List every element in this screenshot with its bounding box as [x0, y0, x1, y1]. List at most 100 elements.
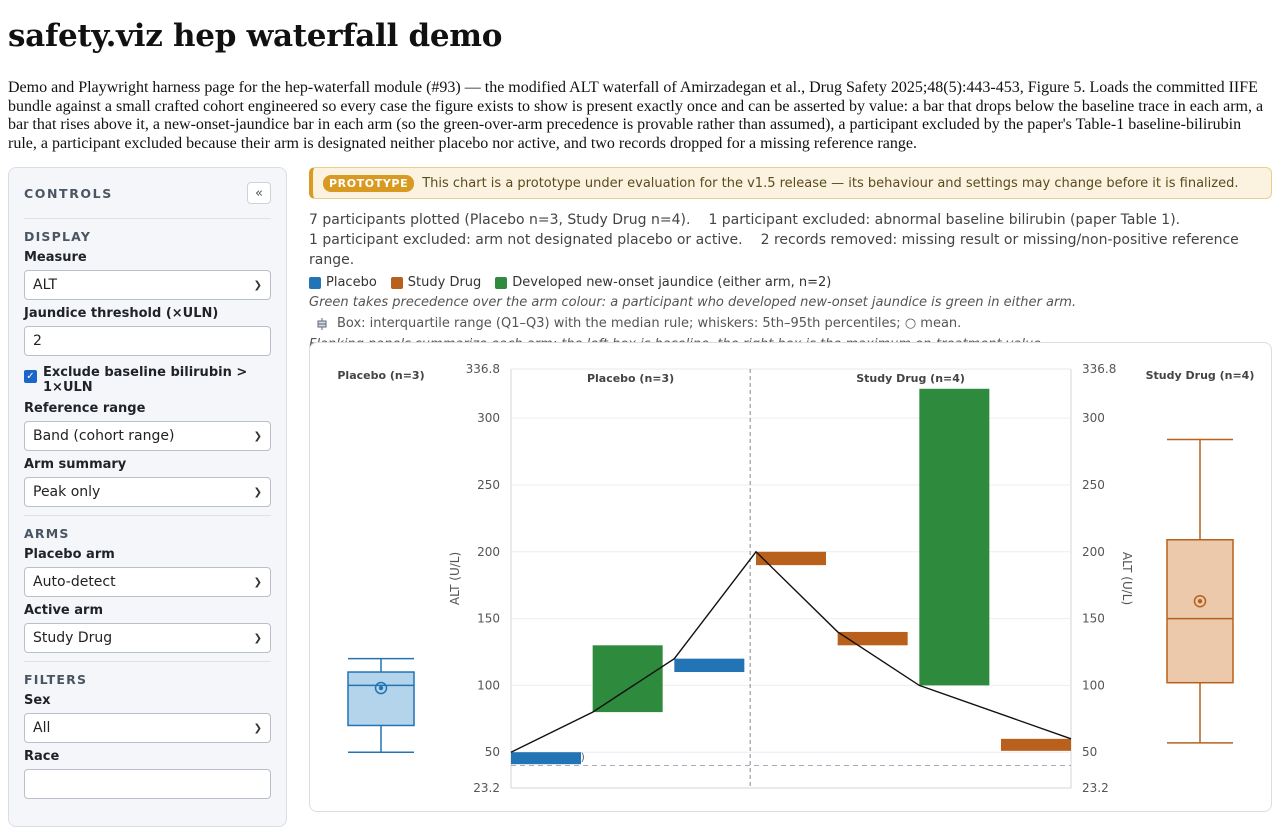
- arms-section: ARMS Placebo arm Auto-detect ❯ Active arm…: [24, 516, 271, 662]
- chevron-down-icon: ❯: [253, 722, 262, 734]
- threshold-value: 2: [33, 333, 42, 349]
- sex-value: All: [33, 720, 51, 736]
- y-axis-label-left: ALT (U/L): [448, 552, 462, 605]
- waterfall-chart: 50 50 100 100 150 150 200 200 250 250 300 300 336.8 3…: [337, 362, 1255, 795]
- chevron-down-icon: ❯: [253, 632, 262, 644]
- y-max-label-left: 336.8: [466, 362, 500, 376]
- page-intro: Demo and Playwright harness page for the…: [8, 79, 1264, 152]
- y-tick-label-left: 200: [477, 545, 500, 559]
- summary-excluded-bilirubin: 1 participant excluded: abnormal baselin…: [708, 212, 1181, 228]
- arm-header-placebo: Placebo (n=3): [587, 372, 674, 385]
- race-label: Race: [24, 749, 60, 764]
- placebo-arm-value: Auto-detect: [33, 574, 116, 590]
- exclude-bilirubin-row[interactable]: ✓ Exclude baseline bilirubin > 1×ULN: [24, 365, 271, 395]
- waterfall-bar: [592, 645, 663, 713]
- armsummary-label: Arm summary: [24, 457, 127, 472]
- legend-drug-label: Study Drug: [407, 275, 482, 290]
- y-tick-label-right: 100: [1082, 678, 1105, 692]
- chevron-down-icon: ❯: [253, 576, 262, 588]
- y-tick-label-right: 250: [1082, 478, 1105, 492]
- jaundice-swatch: [495, 276, 508, 289]
- placebo-swatch: [309, 276, 321, 289]
- active-arm-select[interactable]: Study Drug ❯: [24, 623, 271, 653]
- waterfall-bar: [756, 551, 826, 566]
- y-tick-label-left: 150: [477, 612, 500, 626]
- left-box-placebo-title: Placebo (n=3): [337, 369, 424, 382]
- y-axis-label-right: ALT (U/L): [1120, 552, 1134, 605]
- left-box-placebo-mean-dot: [378, 685, 384, 691]
- prototype-badge: PROTOTYPE: [323, 174, 415, 192]
- y-tick-label-right: 150: [1082, 612, 1105, 626]
- y-tick-label-left: 100: [477, 678, 500, 692]
- summary-excluded-arm: 1 participant excluded: arm not designat…: [309, 232, 743, 248]
- legend-item-jaundice: Developed new-onset jaundice (either arm…: [495, 275, 831, 290]
- drug-swatch: [390, 276, 403, 289]
- arms-section-title: ARMS: [24, 526, 70, 541]
- race-select[interactable]: [24, 769, 271, 799]
- y-tick-label-left: 250: [477, 478, 500, 492]
- active-arm-label: Active arm: [24, 603, 103, 618]
- measure-label: Measure: [24, 250, 87, 265]
- page-title: safety.viz hep waterfall demo: [8, 18, 503, 54]
- right-box-drug-mean-dot: [1197, 599, 1203, 604]
- waterfall-bar: [837, 631, 908, 646]
- right-box-drug-iqr-box: [1166, 539, 1234, 684]
- prototype-text: This chart is a prototype under evaluati…: [422, 175, 1239, 191]
- legend-item-drug: Study Drug: [390, 275, 482, 290]
- placebo-arm-select[interactable]: Auto-detect ❯: [24, 567, 271, 597]
- waterfall-bar: [919, 388, 990, 686]
- summary-plotted: 7 participants plotted (Placebo n=3, Stu…: [309, 212, 691, 228]
- measure-value: ALT: [33, 277, 58, 293]
- prototype-banner: PROTOTYPE This chart is a prototype unde…: [309, 167, 1272, 199]
- chart-legend: Placebo Study Drug Developed new-onset j…: [309, 275, 1272, 290]
- box-note-text: Box: interquartile range (Q1–Q3) with th…: [337, 316, 962, 331]
- refrange-value: Band (cohort range): [33, 428, 175, 444]
- filters-section: FILTERS Sex All ❯ Race: [24, 662, 271, 807]
- armsummary-value: Peak only: [33, 484, 101, 500]
- filters-section-title: FILTERS: [24, 672, 88, 687]
- y-tick-label-left: 50: [485, 745, 500, 759]
- y-min-label-left: 23.2: [473, 781, 500, 795]
- threshold-label: Jaundice threshold (×ULN): [24, 306, 219, 321]
- chart-card: 50 50 100 100 150 150 200 200 250 250 300 300 336.8 3…: [309, 342, 1272, 812]
- refrange-label: Reference range: [24, 401, 146, 416]
- y-min-label-right: 23.2: [1082, 781, 1109, 795]
- left-box-placebo-iqr-box: [347, 671, 415, 727]
- main-panel: PROTOTYPE This chart is a prototype unde…: [309, 167, 1272, 353]
- y-max-label-right: 336.8: [1082, 362, 1116, 376]
- sidebar-title: CONTROLS: [24, 185, 113, 201]
- right-box-drug-title: Study Drug (n=4): [1146, 369, 1255, 382]
- waterfall-bar: [1001, 738, 1071, 751]
- legend-placebo-label: Placebo: [326, 275, 377, 290]
- y-tick-label-right: 50: [1082, 745, 1097, 759]
- right-box-drug-mean-ring: [1193, 594, 1207, 608]
- precedence-note: Green takes precedence over the arm colo…: [309, 295, 1077, 310]
- threshold-input[interactable]: 2: [24, 326, 271, 356]
- collapse-sidebar-button[interactable]: «: [247, 182, 271, 204]
- summary-text: 7 participants plotted (Placebo n=3, Stu…: [309, 210, 1272, 270]
- legend-item-placebo: Placebo: [309, 275, 377, 290]
- chevron-down-icon: ❯: [253, 486, 262, 498]
- waterfall-bar: [511, 752, 581, 765]
- exclude-bilirubin-label: Exclude baseline bilirubin > 1×ULN: [43, 365, 248, 395]
- legend-jaundice-label: Developed new-onset jaundice (either arm…: [512, 275, 832, 290]
- right-box-drug: Study Drug (n=4): [1146, 369, 1255, 744]
- y-tick-label-left: 300: [477, 411, 500, 425]
- measure-select[interactable]: ALT ❯: [24, 270, 271, 300]
- summary-removed: 2 records removed: missing result or mis…: [309, 232, 1239, 268]
- boxplot-icon: [317, 317, 327, 330]
- sex-select[interactable]: All ❯: [24, 713, 271, 743]
- baseline-trace: [510, 550, 1072, 753]
- box-note: Box: interquartile range (Q1–Q3) with th…: [309, 315, 1272, 332]
- exclude-bilirubin-checkbox[interactable]: ✓: [24, 370, 37, 383]
- placebo-arm-label: Placebo arm: [24, 547, 115, 562]
- left-box-placebo-mean-ring: [374, 681, 388, 695]
- left-box-placebo: Placebo (n=3): [337, 369, 425, 753]
- active-arm-value: Study Drug: [33, 630, 113, 646]
- y-tick-label-right: 200: [1082, 545, 1105, 559]
- armsummary-select[interactable]: Peak only ❯: [24, 477, 271, 507]
- chevron-down-icon: ❯: [253, 279, 262, 291]
- y-tick-label-right: 300: [1082, 411, 1105, 425]
- waterfall-bar: [674, 658, 745, 673]
- refrange-select[interactable]: Band (cohort range) ❯: [24, 421, 271, 451]
